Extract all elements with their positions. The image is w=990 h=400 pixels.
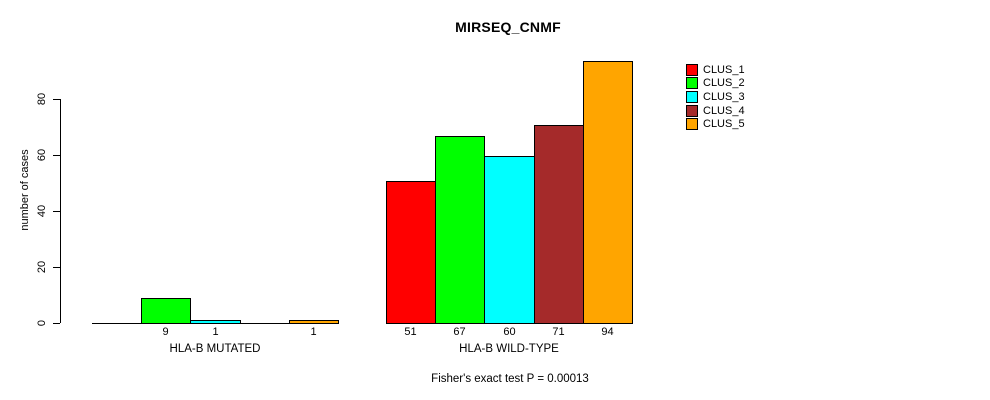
- group-label: HLA-B WILD-TYPE: [459, 343, 559, 355]
- bar-value-label: 94: [601, 326, 614, 338]
- bar-clus_2-group1: [141, 298, 191, 324]
- legend-item: CLUS_2: [686, 77, 745, 91]
- legend-label: CLUS_2: [703, 77, 745, 90]
- bar-value-label: 1: [310, 326, 317, 338]
- y-tick: [53, 155, 60, 156]
- legend-label: CLUS_4: [703, 104, 745, 117]
- bar-clus_4-group2: [534, 125, 584, 324]
- bar-value-label: 71: [552, 326, 565, 338]
- bar-value-label: 9: [162, 326, 169, 338]
- legend-swatch: [686, 63, 698, 76]
- chart-title: MIRSEQ_CNMF: [455, 19, 561, 35]
- bar-clus_2-group2: [435, 136, 485, 324]
- legend-swatch: [686, 77, 698, 90]
- bar-clus_1-group2: [386, 181, 436, 324]
- y-axis-label: number of cases: [19, 149, 31, 231]
- group-label: HLA-B MUTATED: [169, 343, 261, 355]
- legend-label: CLUS_5: [703, 118, 745, 131]
- legend: CLUS_1 CLUS_2 CLUS_3 CLUS_4 CLUS_5: [686, 63, 745, 131]
- legend-item: CLUS_3: [686, 90, 745, 104]
- legend-swatch: [686, 104, 698, 117]
- legend-item: CLUS_4: [686, 104, 745, 118]
- bar-value-label: 51: [404, 326, 417, 338]
- bar-value-label: 67: [453, 326, 466, 338]
- y-tick: [53, 99, 60, 100]
- bar-clus_5-group1: [289, 320, 339, 324]
- y-tick: [53, 267, 60, 268]
- y-tick: [53, 323, 60, 324]
- y-tick-label: 60: [36, 148, 48, 162]
- y-tick-label: 20: [36, 260, 48, 274]
- legend-item: CLUS_5: [686, 117, 745, 131]
- y-tick-label: 80: [36, 92, 48, 106]
- legend-swatch: [686, 118, 698, 131]
- legend-label: CLUS_3: [703, 90, 745, 103]
- legend-swatch: [686, 90, 698, 103]
- bar-value-label: 60: [503, 326, 516, 338]
- bar-clus_5-group2: [583, 61, 633, 324]
- y-tick-label: 40: [36, 204, 48, 218]
- y-tick-label: 0: [36, 319, 48, 327]
- legend-label: CLUS_1: [703, 63, 745, 76]
- y-tick: [53, 211, 60, 212]
- bar-clus_3-group1: [190, 320, 241, 324]
- fisher-test-annotation: Fisher's exact test P = 0.00013: [431, 373, 589, 385]
- legend-item: CLUS_1: [686, 63, 745, 77]
- bar-value-label: 1: [212, 326, 219, 338]
- bar-clus_3-group2: [484, 156, 535, 324]
- y-axis-line: [60, 99, 61, 323]
